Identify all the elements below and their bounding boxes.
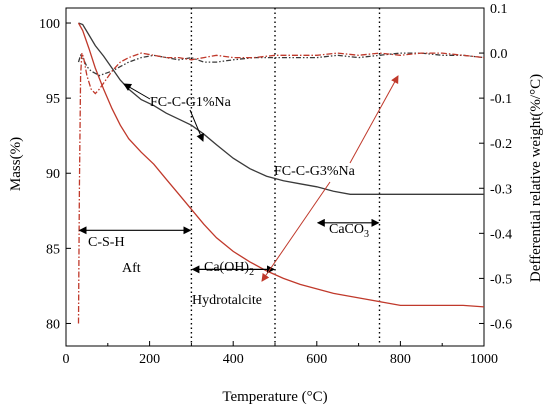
subscript: 3: [364, 229, 369, 240]
fc-c-g1-na-line: [78, 22, 484, 195]
callout-arrow-g1-dtg: [123, 83, 151, 100]
left-y-axis-label: Mass(%): [8, 137, 24, 191]
right-y-tick-label: -0.2: [490, 137, 512, 152]
range-arrows: [78, 218, 380, 274]
annotation-fc-c-g1-na: FC-C-G1%Na: [150, 95, 232, 110]
annotation-aft: Aft: [122, 261, 141, 276]
right-y-tick-label: -0.5: [490, 272, 512, 287]
right-y-tick-label: -0.6: [490, 317, 512, 332]
left-y-tick-label: 100: [39, 17, 60, 32]
right-y-tick-label: -0.1: [490, 92, 512, 107]
right-y-tick-label: 0.0: [490, 47, 508, 62]
x-tick-label: 400: [223, 352, 244, 367]
x-axis-label: Temperature (°C): [222, 389, 327, 405]
left-y-tick-label: 80: [46, 317, 60, 332]
x-axis: 0 200 400 600 800 1000: [63, 341, 498, 367]
fc-c-g1-na-dtg-line: [77, 52, 485, 77]
fc-c-g3-na-dtg-line: [77, 52, 485, 324]
annotation-hydrotalcite: Hydrotalcite: [192, 293, 262, 308]
annotation-caco: CaCO3: [329, 222, 369, 240]
right-y-tick-label: 0.1: [490, 2, 508, 17]
subscript: 2: [249, 267, 254, 278]
right-y-axis: 0.1 0.0 -0.1 -0.2 -0.3 -0.4 -0.5 -0.6: [479, 2, 512, 332]
left-y-axis: 80 85 90 95 100: [39, 17, 71, 332]
x-tick-label: 200: [139, 352, 160, 367]
right-y-tick-label: -0.3: [490, 182, 512, 197]
callout-arrow-g1-tg: [189, 109, 204, 142]
callout-arrow-g3-dtg: [349, 75, 399, 164]
annotations: FC-C-G1%Na FC-C-G3%Na C-S-H Aft Ca(OH)2 Hydro…: [88, 75, 399, 308]
annotation-ca-oh: Ca(OH)2: [204, 260, 254, 278]
x-tick-label: 0: [63, 352, 70, 367]
left-y-tick-label: 90: [46, 167, 60, 182]
right-y-axis-label: Defferential relative weight(%/°C): [528, 74, 544, 282]
annotation-c-s-h: C-S-H: [88, 235, 125, 250]
x-tick-label: 800: [390, 352, 411, 367]
x-tick-label: 600: [306, 352, 327, 367]
left-y-tick-label: 85: [46, 242, 60, 257]
annotation-fc-c-g3-na: FC-C-G3%Na: [274, 164, 356, 179]
callout-arrow-g3-tg: [261, 181, 331, 282]
series-lines: [77, 22, 485, 324]
x-tick-label: 1000: [470, 352, 498, 367]
left-y-tick-label: 95: [46, 92, 60, 107]
right-y-tick-label: -0.4: [490, 227, 512, 242]
fc-c-g3-na-line: [77, 22, 485, 308]
